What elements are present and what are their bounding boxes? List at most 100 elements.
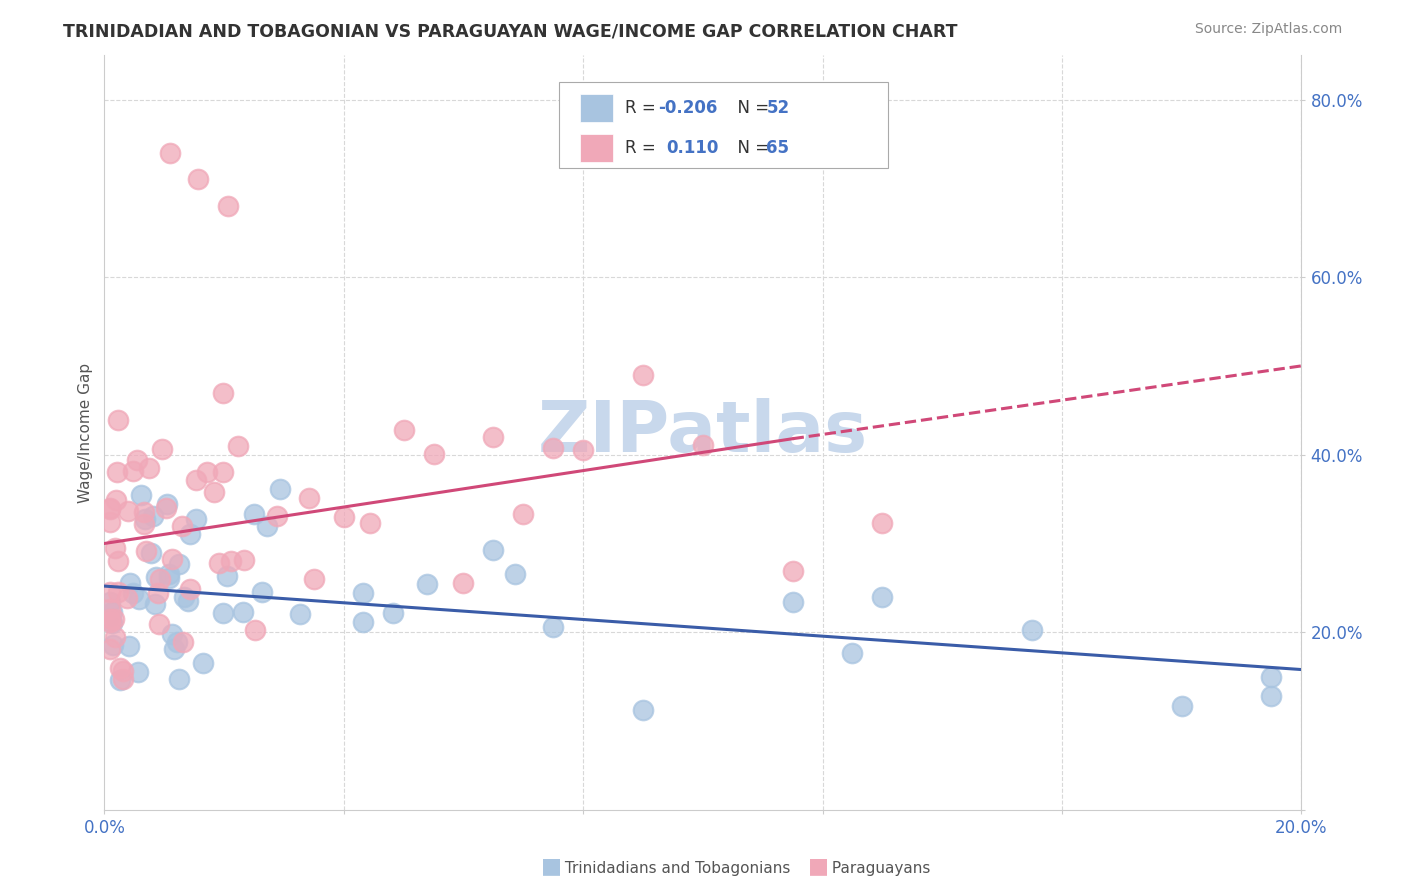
- Point: [298, 491, 321, 505]
- Point: [211, 465, 233, 479]
- Point: [333, 509, 356, 524]
- Point: [107, 413, 129, 427]
- Point: [266, 509, 288, 524]
- Bar: [579, 134, 613, 162]
- Point: [172, 635, 194, 649]
- Text: N =: N =: [727, 99, 775, 117]
- Point: [157, 571, 180, 585]
- Point: [505, 566, 527, 581]
- Point: [243, 623, 266, 637]
- Point: [359, 516, 381, 530]
- Point: [111, 673, 134, 687]
- Point: [250, 584, 273, 599]
- Point: [184, 512, 207, 526]
- Point: [143, 597, 166, 611]
- Point: [155, 497, 177, 511]
- FancyBboxPatch shape: [560, 81, 889, 169]
- Text: Source: ZipAtlas.com: Source: ZipAtlas.com: [1195, 22, 1343, 37]
- Point: [98, 615, 121, 630]
- Point: [233, 553, 256, 567]
- Point: [170, 518, 193, 533]
- Point: [422, 447, 444, 461]
- Text: R =: R =: [626, 139, 661, 157]
- Point: [135, 544, 157, 558]
- Point: [103, 611, 125, 625]
- Text: ZIPatlas: ZIPatlas: [538, 398, 868, 467]
- Point: [482, 542, 505, 557]
- Point: [117, 591, 139, 606]
- Point: [98, 641, 121, 656]
- Point: [104, 541, 127, 556]
- Point: [1170, 699, 1192, 714]
- Text: TRINIDADIAN AND TOBAGONIAN VS PARAGUAYAN WAGE/INCOME GAP CORRELATION CHART: TRINIDADIAN AND TOBAGONIAN VS PARAGUAYAN…: [63, 22, 957, 40]
- Point: [149, 572, 172, 586]
- Point: [112, 664, 135, 678]
- Point: [195, 466, 218, 480]
- Text: ■: ■: [541, 856, 562, 876]
- Point: [692, 437, 714, 451]
- Point: [392, 423, 415, 437]
- Point: [107, 554, 129, 568]
- Point: [98, 594, 121, 608]
- Point: [159, 145, 181, 160]
- Point: [782, 564, 804, 578]
- Point: [129, 488, 152, 502]
- Point: [157, 567, 180, 582]
- Point: [631, 368, 654, 383]
- Text: Paraguayans: Paraguayans: [827, 861, 931, 876]
- Point: [228, 439, 250, 453]
- Point: [184, 473, 207, 487]
- Point: [512, 507, 534, 521]
- Point: [162, 627, 184, 641]
- Text: R =: R =: [626, 99, 661, 117]
- Point: [841, 646, 863, 660]
- Point: [150, 442, 173, 456]
- Point: [1260, 670, 1282, 684]
- Point: [138, 461, 160, 475]
- Point: [98, 585, 121, 599]
- Point: [121, 585, 143, 599]
- Point: [217, 199, 239, 213]
- Point: [169, 557, 191, 571]
- Point: [166, 635, 188, 649]
- Point: [128, 591, 150, 606]
- Point: [212, 386, 235, 401]
- Point: [243, 507, 266, 521]
- Point: [631, 703, 654, 717]
- Point: [163, 641, 186, 656]
- Text: 52: 52: [766, 99, 789, 117]
- Point: [1260, 690, 1282, 704]
- Point: [193, 656, 215, 670]
- Point: [134, 516, 156, 531]
- Point: [179, 582, 201, 596]
- Point: [103, 630, 125, 644]
- Text: ■: ■: [808, 856, 830, 876]
- Point: [98, 501, 121, 516]
- Point: [160, 552, 183, 566]
- Point: [256, 519, 278, 533]
- Point: [122, 464, 145, 478]
- Point: [541, 620, 564, 634]
- Point: [108, 661, 131, 675]
- Point: [107, 585, 129, 599]
- Point: [145, 569, 167, 583]
- Point: [98, 612, 121, 626]
- Text: 65: 65: [766, 139, 789, 157]
- Point: [117, 503, 139, 517]
- Point: [142, 509, 165, 524]
- Point: [453, 576, 475, 591]
- Point: [101, 616, 124, 631]
- Point: [118, 639, 141, 653]
- Point: [155, 500, 177, 515]
- Point: [290, 607, 312, 621]
- Point: [105, 493, 128, 508]
- Point: [872, 516, 894, 530]
- Bar: [579, 94, 613, 122]
- Point: [120, 576, 142, 591]
- Point: [232, 605, 254, 619]
- Text: -0.206: -0.206: [658, 99, 718, 117]
- Text: Trinidadians and Tobagonians: Trinidadians and Tobagonians: [560, 861, 790, 876]
- Point: [541, 441, 564, 455]
- Point: [208, 556, 231, 570]
- Point: [98, 516, 121, 530]
